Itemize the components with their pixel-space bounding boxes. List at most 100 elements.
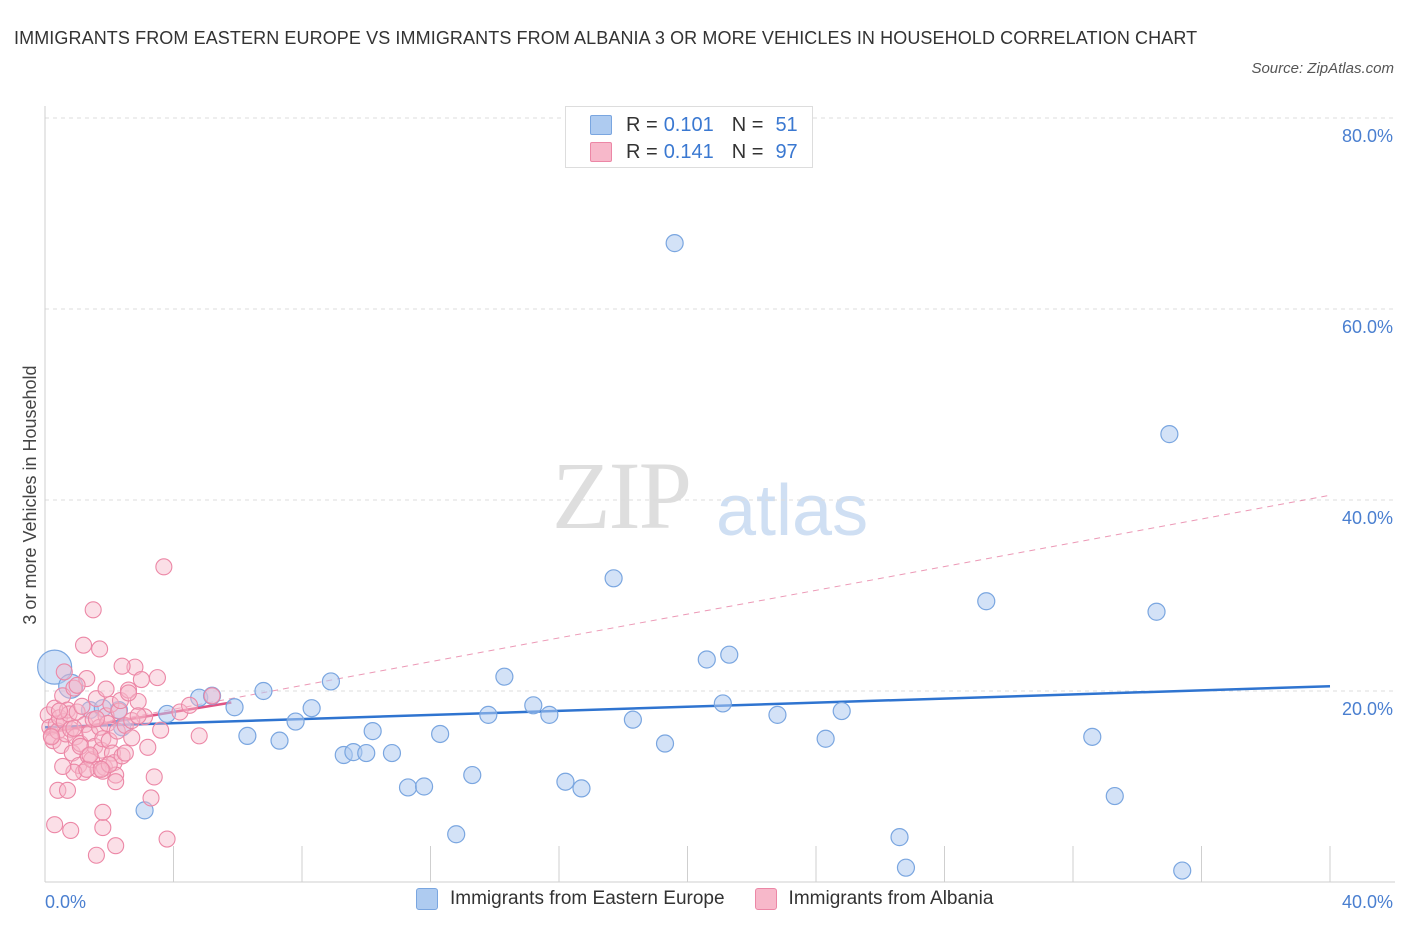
data-point-eastern-europe (398, 778, 418, 797)
y-axis-title: 3 or more Vehicles in Household (20, 365, 40, 624)
legend-n-value: 97 (775, 140, 798, 163)
data-point-eastern-europe (286, 712, 305, 731)
data-point-albania (158, 830, 176, 848)
data-point-albania (142, 789, 160, 807)
series-albania (39, 558, 221, 864)
data-point-albania (58, 781, 77, 799)
data-point-albania (119, 684, 138, 702)
data-point-albania (75, 636, 93, 654)
y-tick-label: 20.0% (1342, 699, 1393, 719)
trend-line-eastern-europe (44, 684, 1331, 729)
legend-swatch-blue (590, 115, 612, 135)
legend-n-label: N = (731, 113, 764, 136)
data-point-albania (171, 703, 189, 721)
data-point-eastern-europe (479, 705, 498, 724)
data-point-eastern-europe (572, 779, 591, 798)
data-point-eastern-europe (556, 772, 575, 791)
bottom-legend: Immigrants from Eastern Europe Immigrant… (416, 888, 1023, 910)
y-tick-label: 40.0% (1342, 508, 1393, 528)
data-point-albania (62, 821, 80, 839)
watermark-zip: ZIP (552, 442, 692, 549)
data-point-albania (155, 558, 173, 576)
data-point-albania (65, 763, 83, 781)
data-point-albania (190, 727, 208, 745)
data-point-albania (132, 670, 150, 689)
data-point-eastern-europe (713, 694, 732, 713)
legend-box: R = 0.101 N = 51 R = 0.141 N = 97 (565, 106, 813, 168)
data-point-albania (84, 601, 102, 619)
data-point-albania (50, 702, 69, 720)
data-point-albania (129, 707, 147, 725)
data-point-albania (94, 730, 112, 748)
data-point-eastern-europe (238, 726, 257, 745)
data-point-albania (87, 710, 105, 728)
data-point-eastern-europe (890, 828, 909, 847)
legend-n-label: N = (731, 140, 764, 163)
data-point-eastern-europe (816, 729, 835, 748)
data-point-albania (113, 747, 131, 765)
data-point-eastern-europe (431, 724, 450, 744)
data-point-eastern-europe (495, 667, 514, 686)
y-tick-label: 60.0% (1342, 317, 1393, 337)
legend-r-label: R = (626, 140, 658, 163)
data-point-albania (113, 657, 131, 675)
bottom-legend-albania: Immigrants from Albania (754, 888, 993, 910)
data-point-albania (181, 696, 199, 714)
legend-row-albania: R = 0.141 N = 97 (590, 139, 798, 165)
data-point-eastern-europe (524, 696, 543, 715)
x-tick-label: 0.0% (45, 892, 86, 912)
data-point-albania (94, 803, 112, 821)
data-point-eastern-europe (382, 743, 402, 763)
data-point-albania (139, 738, 157, 756)
data-point-albania (65, 719, 83, 737)
data-point-eastern-europe (1105, 786, 1124, 806)
data-point-albania (71, 737, 89, 755)
data-point-albania (92, 760, 110, 778)
data-point-eastern-europe (447, 825, 466, 844)
data-point-albania (107, 766, 125, 784)
bottom-legend-eastern-europe: Immigrants from Eastern Europe (416, 888, 725, 910)
data-point-albania (87, 846, 105, 864)
data-point-eastern-europe (1160, 425, 1179, 444)
data-point-eastern-europe (665, 234, 684, 253)
data-point-albania (76, 715, 94, 733)
data-point-eastern-europe (604, 569, 623, 588)
data-point-eastern-europe (832, 701, 851, 721)
data-point-albania (91, 640, 109, 658)
data-point-albania (55, 663, 73, 681)
data-point-eastern-europe (697, 650, 716, 669)
data-point-eastern-europe (37, 649, 73, 685)
legend-n-value: 51 (775, 113, 798, 136)
data-point-albania (203, 687, 221, 705)
legend-r-value: 0.101 (663, 113, 714, 136)
data-point-eastern-europe (270, 731, 289, 750)
data-point-albania (78, 670, 96, 688)
data-point-albania (54, 757, 72, 775)
axes (44, 106, 1395, 883)
data-point-eastern-europe (321, 672, 341, 691)
data-point-albania (107, 773, 125, 791)
data-point-eastern-europe (157, 704, 177, 724)
data-point-eastern-europe (977, 592, 996, 611)
data-point-albania (75, 763, 93, 781)
tick-labels: 20.0% 40.0% 60.0% 80.0% 0.0% 40.0% (45, 126, 1393, 912)
data-point-albania (129, 692, 147, 711)
data-point-albania (42, 728, 60, 746)
legend-r-label: R = (626, 113, 658, 136)
grid-lines (45, 117, 1395, 692)
series-eastern-europe (37, 234, 1192, 880)
data-point-albania (81, 746, 99, 764)
data-point-eastern-europe (357, 743, 376, 763)
data-point-eastern-europe (1083, 727, 1102, 746)
bottom-legend-swatch-pink (754, 888, 777, 910)
data-point-albania (152, 721, 170, 739)
data-point-albania (78, 760, 96, 778)
data-point-eastern-europe (540, 705, 559, 724)
data-point-albania (116, 744, 134, 762)
data-point-eastern-europe (414, 777, 434, 796)
source-note: Source: ZipAtlas.com (1251, 60, 1394, 77)
x-tick-label: 40.0% (1342, 892, 1393, 912)
data-point-albania (110, 702, 128, 720)
data-point-eastern-europe (623, 710, 642, 729)
